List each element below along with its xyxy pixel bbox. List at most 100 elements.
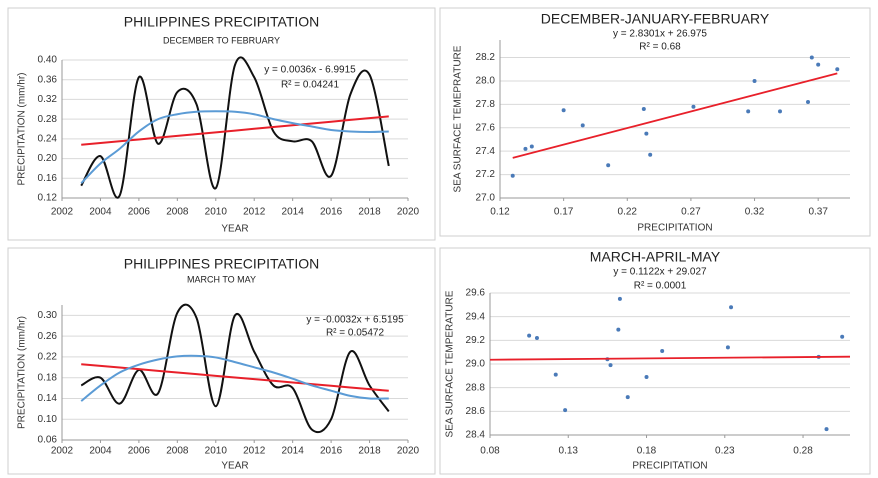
y-tick-label: 27.4 — [476, 146, 496, 157]
scatter-point — [840, 334, 845, 339]
scatter-point — [644, 375, 649, 380]
x-tick-label: 0.22 — [618, 207, 638, 218]
chart-subtitle: DECEMBER TO FEBRUARY — [163, 35, 280, 45]
scatter-point — [691, 104, 696, 109]
trend-line — [489, 355, 851, 361]
data-line — [81, 363, 389, 392]
y-tick-label: 28.8 — [466, 382, 486, 393]
y-tick-label: 0.40 — [38, 55, 58, 66]
equation-annotation: y = -0.0032x + 6.5195 — [306, 315, 404, 326]
x-tick-label: 0.13 — [559, 446, 579, 457]
scatter-point — [648, 152, 653, 157]
scatter-point — [725, 345, 730, 350]
x-tick-label: 2018 — [358, 207, 381, 218]
x-tick-label: 2006 — [128, 446, 151, 457]
data-line — [80, 303, 390, 434]
x-tick-label: 2020 — [397, 207, 420, 218]
x-tick-label: 2014 — [282, 446, 305, 457]
equation-annotation: y = 0.1122x + 29.027 — [613, 267, 707, 278]
y-tick-label: 0.20 — [38, 153, 58, 164]
x-tick-label: 0.23 — [715, 446, 735, 457]
y-tick-label: 0.18 — [38, 372, 58, 383]
y-tick-label: 0.24 — [38, 133, 58, 144]
scatter-point — [534, 335, 539, 340]
equation-annotation: R² = 0.04241 — [281, 80, 340, 91]
chart-panel: PHILIPPINES PRECIPITATION DECEMBER TO FEB… — [7, 7, 436, 241]
scatter-point — [816, 62, 821, 67]
y-tick-label: 28.0 — [476, 76, 496, 87]
scatter-point — [835, 67, 840, 72]
x-tick-label: 2010 — [205, 207, 228, 218]
data-line — [80, 110, 389, 184]
equation-annotation: R² = 0.05472 — [326, 328, 385, 339]
scatter-point — [806, 100, 810, 105]
y-axis-label: PRECIPITATION (mm/hr) — [17, 316, 28, 429]
scatter-point — [617, 296, 622, 301]
scatter-point — [625, 395, 630, 400]
x-tick-label: 0.12 — [490, 207, 510, 218]
x-axis-label: YEAR — [221, 461, 248, 472]
y-tick-label: 0.36 — [38, 74, 58, 85]
scatter-point — [527, 333, 532, 338]
panel-border — [439, 247, 871, 475]
data-line — [81, 115, 389, 146]
scatter-point — [641, 107, 646, 112]
y-tick-label: 29.2 — [466, 335, 486, 346]
x-tick-label: 0.17 — [554, 207, 574, 218]
x-tick-label: 0.37 — [808, 207, 828, 218]
x-tick-label: 2002 — [51, 207, 74, 218]
scatter-point — [729, 305, 734, 310]
scatter-point — [561, 108, 566, 113]
data-line — [80, 56, 390, 199]
x-tick-label: 0.32 — [745, 207, 765, 218]
x-axis-label: PRECIPITATION — [632, 461, 707, 472]
y-tick-label: 0.12 — [38, 193, 58, 204]
x-axis-label: YEAR — [221, 224, 248, 235]
y-tick-label: 27.8 — [476, 99, 496, 110]
x-tick-label: 2006 — [128, 207, 151, 218]
x-tick-label: 0.28 — [793, 446, 813, 457]
scatter-point — [608, 363, 613, 368]
y-tick-label: 28.4 — [466, 430, 486, 441]
x-tick-label: 0.27 — [681, 207, 701, 218]
equation-annotation: R² = 0.68 — [639, 42, 681, 53]
panel-border — [7, 7, 436, 241]
chart-title: DECEMBER-JANUARY-FEBRUARY — [541, 11, 770, 27]
scatter-point — [523, 146, 528, 151]
scatter-point — [510, 173, 515, 178]
chart-panel: DECEMBER-JANUARY-FEBRUARY 27.0 27.2 27.4 27.… — [439, 7, 871, 237]
x-tick-label: 0.08 — [480, 446, 500, 457]
y-tick-label: 29.0 — [466, 359, 486, 370]
y-tick-label: 0.14 — [38, 393, 58, 404]
scatter-point — [606, 163, 611, 168]
y-tick-label: 0.30 — [38, 310, 58, 321]
y-tick-label: 0.32 — [38, 94, 58, 105]
x-tick-label: 2016 — [320, 446, 343, 457]
x-tick-label: 2010 — [205, 446, 228, 457]
scatter-point — [644, 131, 649, 136]
scatter-point — [553, 372, 558, 377]
y-tick-label: 28.6 — [466, 406, 486, 417]
y-axis-label: PRECIPITATION (mm/hr) — [17, 73, 28, 186]
y-tick-label: 29.4 — [466, 311, 486, 322]
x-tick-label: 2004 — [89, 207, 112, 218]
x-tick-label: 2002 — [51, 446, 74, 457]
trend-line — [512, 72, 838, 159]
scatter-point — [746, 109, 751, 114]
equation-annotation: y = 0.0036x - 6.9915 — [264, 65, 356, 76]
x-tick-label: 2008 — [166, 207, 189, 218]
x-tick-label: 0.18 — [637, 446, 657, 457]
chart-title: PHILIPPINES PRECIPITATION — [124, 14, 320, 30]
scatter-point — [778, 109, 782, 114]
scatter-point — [809, 55, 814, 60]
x-tick-label: 2014 — [282, 207, 305, 218]
data-line — [80, 354, 389, 402]
scatter-point — [824, 427, 829, 432]
y-tick-label: 28.2 — [476, 52, 496, 63]
x-axis-label: PRECIPITATION — [637, 223, 712, 234]
scatter-point — [580, 123, 585, 128]
x-tick-label: 2018 — [358, 446, 381, 457]
x-tick-label: 2004 — [89, 446, 112, 457]
y-tick-label: 0.26 — [38, 331, 58, 342]
